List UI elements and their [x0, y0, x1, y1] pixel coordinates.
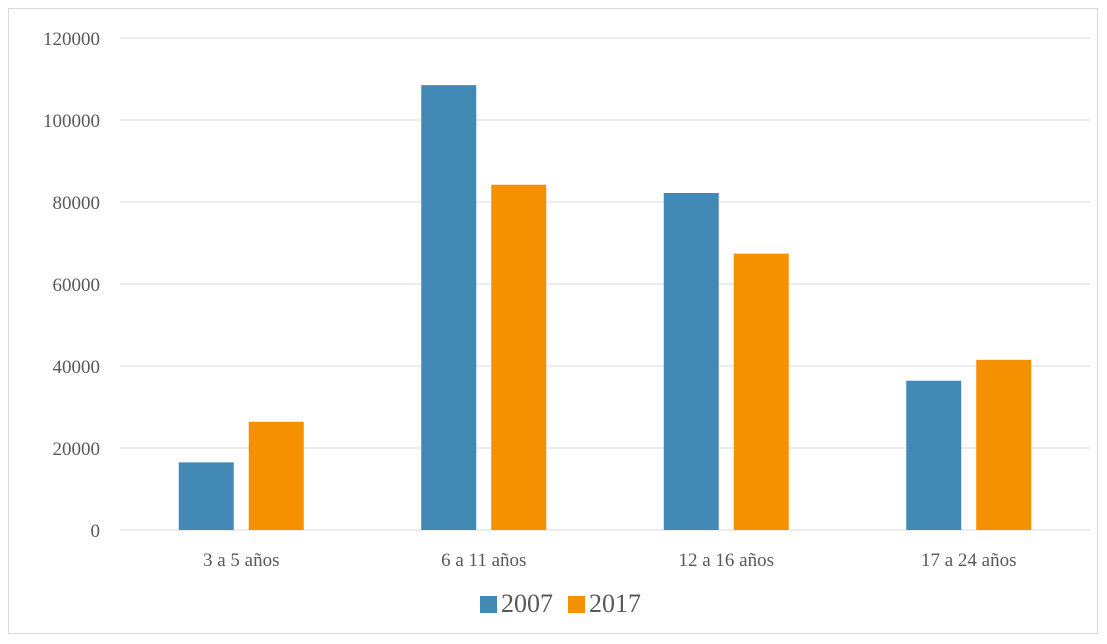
- x-category-label: 17 a 24 años: [921, 550, 1017, 571]
- y-tick-label: 120000: [43, 29, 100, 50]
- y-tick-label: 0: [91, 521, 101, 542]
- bar-2007-3: [906, 380, 962, 530]
- y-tick-label: 20000: [53, 439, 101, 460]
- bars: [178, 85, 1032, 531]
- y-tick-label: 100000: [43, 111, 100, 132]
- y-axis-ticks: 0 20000 40000 60000 80000 100000 120000: [43, 29, 100, 542]
- bar-2017-2: [733, 253, 789, 530]
- legend-swatch-2007: [480, 596, 497, 613]
- legend: 2007 2017: [480, 589, 641, 618]
- y-tick-label: 80000: [53, 193, 101, 214]
- x-category-label: 3 a 5 años: [203, 550, 280, 571]
- bar-2017-0: [248, 421, 304, 530]
- bar-2007-2: [663, 192, 719, 531]
- y-tick-label: 60000: [53, 275, 101, 296]
- x-category-label: 12 a 16 años: [678, 550, 774, 571]
- y-tick-label: 40000: [53, 357, 101, 378]
- x-axis-categories: 3 a 5 años 6 a 11 años 12 a 16 años 17 a 24…: [203, 550, 1017, 571]
- legend-label: 2017: [589, 589, 641, 618]
- legend-swatch-2017: [568, 596, 585, 613]
- x-category-label: 6 a 11 años: [441, 550, 526, 571]
- bar-2007-1: [421, 85, 477, 531]
- bar-2017-3: [976, 359, 1032, 530]
- bar-2017-1: [491, 184, 547, 530]
- bar-2007-0: [178, 462, 234, 530]
- legend-label: 2007: [501, 589, 553, 618]
